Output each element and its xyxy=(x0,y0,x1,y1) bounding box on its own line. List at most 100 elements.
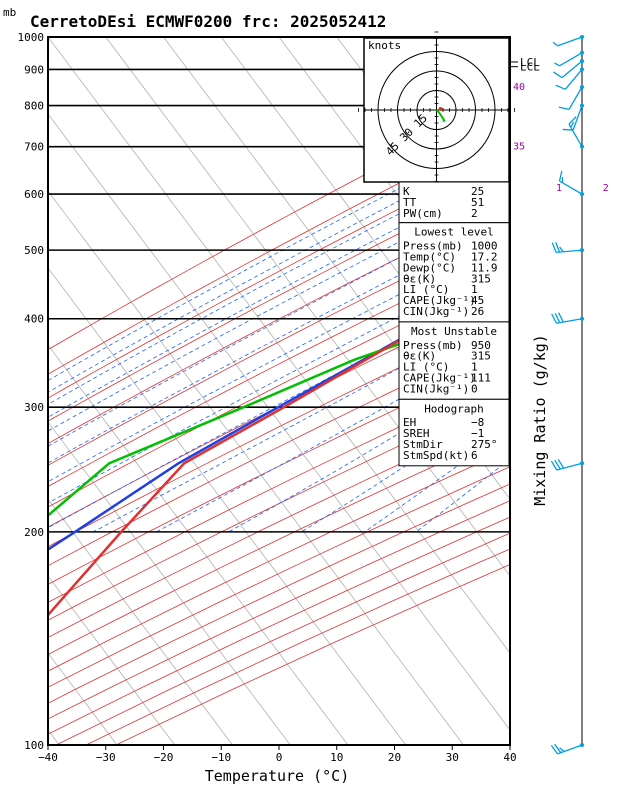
stats-section-box xyxy=(398,321,510,400)
wind-barb-staff xyxy=(556,249,583,254)
wind-barb-flag xyxy=(557,458,565,469)
stats-value: −1 xyxy=(471,427,484,440)
moist-adiabat xyxy=(48,130,510,382)
x-tick-label: 30 xyxy=(446,751,459,764)
wind-barb-flag xyxy=(551,313,557,324)
stats-value: 1 xyxy=(471,283,478,296)
stats-general-box xyxy=(398,181,510,224)
moist-adiabat xyxy=(48,235,510,483)
x-tick-label: 10 xyxy=(330,751,343,764)
stats-section-title: Hodograph xyxy=(424,402,484,415)
x-tick-label: −40 xyxy=(38,751,58,764)
dry-adiabat xyxy=(48,394,510,621)
extra-label: 40 xyxy=(513,82,525,93)
wind-barb-staff xyxy=(557,36,583,47)
stats-value: 51 xyxy=(471,196,484,209)
wind-barb xyxy=(552,58,584,79)
wind-barb-staff xyxy=(556,318,583,324)
storm-motion-marker xyxy=(438,107,443,111)
wind-barb xyxy=(550,458,584,471)
dry-adiabat xyxy=(48,248,510,487)
wind-barb xyxy=(551,242,584,254)
dry-adiabat xyxy=(48,314,510,548)
stats-label: StmSpd(kt) xyxy=(403,449,469,462)
isotherm xyxy=(48,575,176,745)
wind-barb-flag xyxy=(554,459,561,470)
stats-label: LI (°C) xyxy=(403,283,449,296)
wind-barb-staff xyxy=(559,180,583,195)
stats-label: Press(mb) xyxy=(403,339,463,352)
x-tick-label: −20 xyxy=(154,751,174,764)
x-tick-label: 20 xyxy=(388,751,401,764)
wind-barb-flag xyxy=(552,41,558,47)
dry-adiabat xyxy=(48,126,510,375)
chart-title: CerretoDEsi ECMWF0200 frc: 2025052412 xyxy=(30,12,386,31)
wind-barb xyxy=(555,67,584,90)
stats-value: 25 xyxy=(471,185,484,198)
dry-adiabat xyxy=(48,226,510,466)
stats-label: Dewp(°C) xyxy=(403,261,456,274)
isotherm xyxy=(105,37,510,577)
wind-barb-staff xyxy=(568,123,583,147)
pressure-tick-label: 600 xyxy=(24,188,44,201)
isotherm xyxy=(48,498,233,745)
wind-barb-flag xyxy=(554,62,560,67)
stats-value: 6 xyxy=(471,449,478,462)
stats-section-box xyxy=(398,222,510,323)
wind-barb-flag xyxy=(559,246,564,253)
dry-adiabat xyxy=(48,271,510,508)
wind-barb-flag xyxy=(555,242,561,253)
stats-label: LI (°C) xyxy=(403,361,449,374)
wind-barb-flag xyxy=(558,106,570,111)
stats-label: StmDir xyxy=(403,438,443,451)
stats-value: 315 xyxy=(471,350,491,363)
dry-adiabat xyxy=(48,293,510,528)
pressure-tick-label: 900 xyxy=(24,63,44,76)
hodograph-trace xyxy=(435,109,446,123)
mixing-ratio-label: 2 xyxy=(603,183,609,194)
wind-barb-flag xyxy=(550,460,558,471)
wind-barb-staff xyxy=(559,52,583,67)
isotherm xyxy=(48,344,349,745)
stats-label: θε(K) xyxy=(403,350,436,363)
pressure-tick-label: 400 xyxy=(24,313,44,326)
lcl-label: LCL xyxy=(520,61,540,74)
hodograph-unit: knots xyxy=(368,39,401,52)
stats-label: CIN(Jkg⁻¹) xyxy=(403,382,469,395)
extra-label: 35 xyxy=(513,142,525,153)
wind-barb-staff xyxy=(568,86,583,110)
stats-section-title: Most Unstable xyxy=(411,325,497,338)
stats-label: θε(K) xyxy=(403,272,436,285)
stats-section-title: Lowest level xyxy=(414,226,493,239)
pressure-tick-label: 1000 xyxy=(18,31,45,44)
wind-barb-flag xyxy=(562,128,574,131)
x-tick-label: 40 xyxy=(503,751,516,764)
stats-value: 17.2 xyxy=(471,251,498,264)
wind-barb-staff xyxy=(564,68,583,90)
wind-barb xyxy=(552,35,584,47)
moist-adiabat xyxy=(48,199,510,447)
mixing-ratio-axis-label: Mixing Ratio (g/kg) xyxy=(531,334,549,506)
pressure-unit: mb xyxy=(3,6,16,19)
stats-value: 2 xyxy=(471,207,478,220)
stats-label: SREH xyxy=(403,427,430,440)
wind-barb xyxy=(550,743,584,755)
stats-label: CAPE(Jkg⁻¹) xyxy=(403,372,476,385)
dry-adiabat xyxy=(48,335,510,567)
x-axis-label: Temperature (°C) xyxy=(205,767,350,785)
lcl-label: LCL xyxy=(520,56,540,69)
wind-barb-flag xyxy=(555,84,566,90)
pressure-tick-label: 800 xyxy=(24,100,44,113)
pressure-tick-label: 500 xyxy=(24,244,44,257)
stats-value: 0 xyxy=(471,382,478,395)
isotherm xyxy=(48,652,118,745)
stats-label: Temp(°C) xyxy=(403,251,456,264)
pressure-tick-label: 300 xyxy=(24,401,44,414)
moist-adiabat xyxy=(48,143,510,393)
wind-barb xyxy=(568,116,584,149)
pressure-tick-label: 200 xyxy=(24,526,44,539)
dry-adiabat xyxy=(48,374,510,603)
dry-adiabat xyxy=(48,516,510,735)
moist-adiabat xyxy=(48,184,510,432)
stats-label: TT xyxy=(403,196,417,209)
